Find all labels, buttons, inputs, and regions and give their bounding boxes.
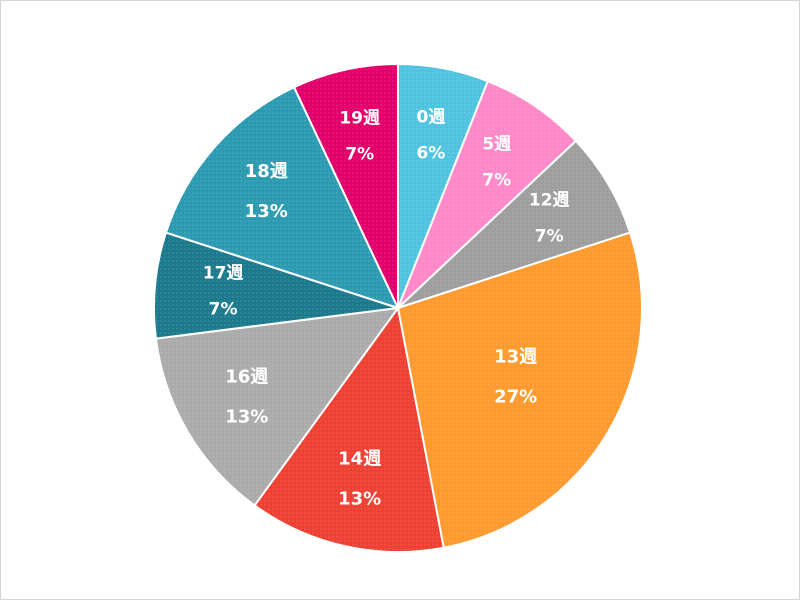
pie-slice-texture — [153, 232, 398, 339]
pie-labels: 0週 6% 5週 7% 12週 7% 13週 27% 14週 13% 16週 13% 17週 7% 18週 1… — [203, 107, 570, 509]
slice-percent-label: 7% — [535, 227, 564, 247]
slice-category-label: 13週 — [494, 347, 537, 368]
slice-percent-label: 13% — [225, 406, 268, 427]
pie-slice-texture — [294, 64, 398, 308]
pie-slice-texture — [398, 232, 642, 548]
pie-slice-texture — [398, 81, 576, 308]
pie-slices — [153, 62, 643, 553]
slice-percent-label: 6% — [416, 143, 445, 163]
slice-category-label: 18週 — [245, 161, 288, 182]
pie-slice-texture — [398, 140, 631, 308]
slice-category-label: 19週 — [339, 109, 380, 129]
slice-percent-label: 7% — [345, 145, 374, 165]
slice-percent-label: 7% — [482, 171, 511, 191]
slice-percent-label: 13% — [338, 488, 381, 509]
slice-category-label: 5週 — [482, 135, 511, 155]
slice-percent-label: 7% — [209, 299, 238, 319]
slice-category-label: 0週 — [416, 107, 445, 127]
slice-category-label: 12週 — [529, 191, 570, 211]
pie-slice-texture — [165, 87, 398, 308]
slice-percent-label: 27% — [494, 387, 537, 408]
slice-category-label: 17週 — [203, 263, 244, 283]
slice-category-label: 14週 — [338, 448, 381, 469]
slice-category-label: 16週 — [225, 366, 268, 387]
pie-slice-texture — [155, 308, 398, 506]
pie-slice-texture — [254, 308, 444, 552]
slice-percent-label: 13% — [245, 201, 288, 222]
pie-slice-texture — [398, 64, 488, 308]
